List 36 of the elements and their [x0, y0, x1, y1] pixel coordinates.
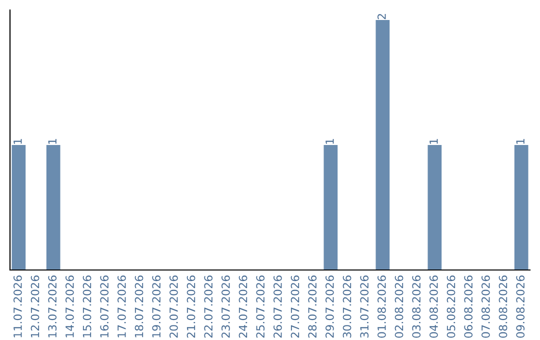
x-tick-label: 29.07.2026 [325, 276, 334, 338]
x-tick-label: 08.08.2026 [498, 276, 508, 338]
data-label: 1 [430, 138, 438, 144]
x-tick-label: 02.08.2026 [394, 276, 404, 338]
x-tick-label: 31.07.2026 [360, 276, 369, 338]
x-tick-label: 28.07.2026 [308, 276, 317, 338]
x-tick-label: 20.07.2026 [169, 276, 178, 338]
x-tick-label: 04.08.2026 [429, 276, 438, 338]
x-tick-label: 09.08.2026 [516, 276, 525, 338]
data-label: 1 [516, 138, 524, 144]
x-tick-label: 15.07.2026 [82, 276, 92, 338]
x-tick-label: 26.07.2026 [273, 276, 282, 338]
x-tick-label: 30.07.2026 [342, 276, 352, 338]
x-tick-label: 03.08.2026 [412, 276, 421, 338]
x-tick-label: 25.07.2026 [256, 276, 265, 338]
x-tick-label: 27.07.2026 [290, 276, 300, 338]
x-tick-label: 07.08.2026 [481, 276, 490, 338]
x-tick-label: 06.08.2026 [464, 276, 473, 338]
data-label: 1 [326, 138, 334, 144]
x-tick-label: 19.07.2026 [152, 276, 161, 338]
data-label: 2 [377, 14, 386, 20]
x-tick-label: 14.07.2026 [65, 276, 74, 338]
x-tick-label: 23.07.2026 [221, 276, 230, 338]
x-tick-label: 11.07.2026 [13, 276, 22, 338]
x-tick-label: 24.07.2026 [238, 276, 248, 338]
x-tick-label: 17.07.2026 [117, 276, 126, 338]
x-tick-label: 16.07.2026 [100, 276, 109, 338]
x-tick-label: 12.07.2026 [30, 276, 40, 338]
x-tick-label: 13.07.2026 [48, 276, 57, 338]
x-tick-label: 18.07.2026 [134, 276, 144, 338]
x-tick-label: 21.07.2026 [186, 276, 196, 338]
x-tick-label: 05.08.2026 [446, 276, 456, 338]
x-tick-label: 01.08.2026 [377, 276, 386, 338]
data-label: 1 [48, 138, 56, 144]
x-tick-label: 22.07.2026 [204, 276, 213, 338]
data-label: 1 [14, 138, 22, 144]
